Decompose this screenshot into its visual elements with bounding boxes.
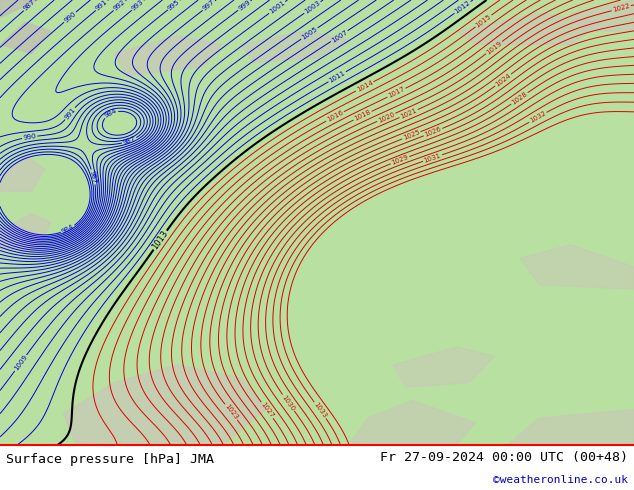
Text: Fr 27-09-2024 00:00 UTC (00+48): Fr 27-09-2024 00:00 UTC (00+48) [380,451,628,464]
Text: 990: 990 [23,133,37,141]
Text: ©weatheronline.co.uk: ©weatheronline.co.uk [493,475,628,485]
Text: 1024: 1024 [495,73,512,88]
Text: 987: 987 [89,170,98,184]
Polygon shape [0,214,51,249]
Text: 1026: 1026 [424,126,443,138]
Text: 1015: 1015 [474,13,493,29]
Text: 1012: 1012 [453,0,472,15]
Text: 1022: 1022 [612,3,631,13]
Text: 1018: 1018 [353,109,372,122]
Text: 993: 993 [131,0,145,12]
Text: 1009: 1009 [13,354,29,372]
Text: 1025: 1025 [402,129,421,141]
Text: 1003: 1003 [303,0,321,15]
Text: 1001: 1001 [268,0,286,15]
Text: 991: 991 [94,0,109,12]
Text: 990: 990 [63,10,77,24]
Text: 1013: 1013 [150,229,170,251]
Polygon shape [0,0,38,18]
Text: 1011: 1011 [328,70,346,84]
Polygon shape [0,156,44,191]
Text: 1020: 1020 [377,111,396,123]
Polygon shape [114,36,222,75]
Text: 1032: 1032 [529,110,547,124]
Text: 987: 987 [122,136,137,146]
Polygon shape [520,245,634,289]
Text: 1019: 1019 [485,40,503,55]
Text: 1027: 1027 [259,401,275,419]
Text: 997: 997 [202,0,216,12]
Polygon shape [393,347,495,387]
Text: 1029: 1029 [391,154,410,166]
Polygon shape [241,31,349,62]
Text: 999: 999 [237,0,252,12]
Polygon shape [456,13,602,45]
Text: 1014: 1014 [356,79,374,93]
Text: 992: 992 [112,0,127,12]
Text: 987: 987 [23,0,37,12]
Text: 1007: 1007 [330,29,349,44]
Text: Surface pressure [hPa] JMA: Surface pressure [hPa] JMA [6,453,214,466]
Text: 1028: 1028 [510,91,529,106]
Polygon shape [349,400,476,445]
Text: 984: 984 [60,223,75,235]
Text: 1005: 1005 [301,26,318,41]
Text: 1023: 1023 [223,403,239,421]
Polygon shape [0,22,51,53]
Polygon shape [63,365,266,445]
Text: 1033: 1033 [313,401,328,419]
Text: 1030: 1030 [281,393,296,412]
Text: 1031: 1031 [423,152,442,164]
Text: 995: 995 [167,0,181,12]
Polygon shape [507,409,634,445]
Text: 984: 984 [103,108,118,119]
Text: 1021: 1021 [399,107,418,120]
Text: 991: 991 [63,106,77,121]
Polygon shape [571,0,634,31]
Text: 1016: 1016 [326,109,344,123]
Text: 1017: 1017 [387,86,406,99]
